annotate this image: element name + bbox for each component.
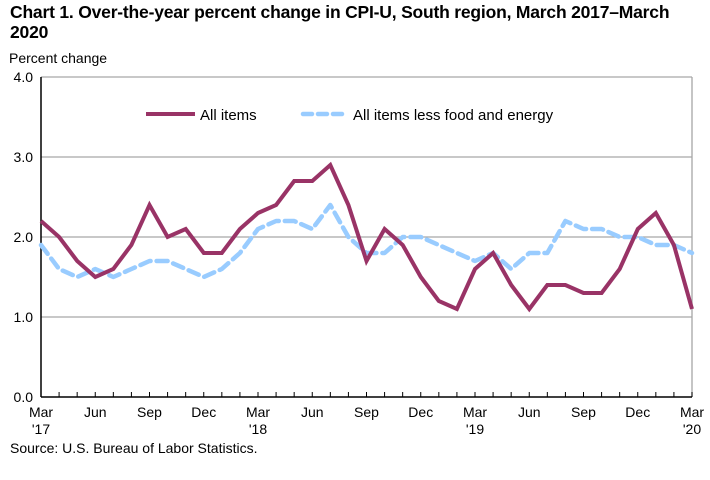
y-tick-label: 1.0	[14, 309, 34, 325]
x-tick-label-year: '20	[683, 421, 701, 437]
x-tick-label-month: Dec	[408, 404, 433, 420]
x-tick-label-year: '17	[32, 421, 50, 437]
x-tick-label-year: '18	[249, 421, 267, 437]
x-tick-label-month: Dec	[191, 404, 216, 420]
series-line-all-items	[39, 161, 694, 313]
x-tick-label-month: Sep	[137, 404, 162, 420]
legend: All items All items less food and energy	[146, 107, 554, 124]
x-tick-label-month: Sep	[354, 404, 379, 420]
legend-label-all-items: All items	[200, 107, 257, 124]
y-tick-label: 3.0	[14, 149, 34, 165]
legend-label-core: All items less food and energy	[353, 107, 554, 124]
y-tick-label: 2.0	[14, 229, 34, 245]
x-tick-label-month: Sep	[571, 404, 596, 420]
source-note: Source: U.S. Bureau of Labor Statistics.	[10, 440, 258, 456]
x-tick-label-year: '19	[466, 421, 484, 437]
y-axis-ticks: 0.0 1.0 2.0 3.0 4.0	[14, 69, 34, 405]
x-tick-label-month: Jun	[84, 404, 107, 420]
y-tick-label: 4.0	[14, 69, 34, 85]
series-layer	[38, 161, 695, 313]
series-line-core	[38, 202, 695, 280]
gridlines	[41, 76, 692, 318]
x-tick-label-month: Jun	[518, 404, 541, 420]
x-tick-label-month: Mar	[463, 404, 487, 420]
y-tick-label: 0.0	[14, 389, 34, 405]
x-tick-label-month: Mar	[29, 404, 53, 420]
x-tick-label-month: Mar	[680, 404, 704, 420]
x-tick-label-month: Mar	[246, 404, 270, 420]
chart-title: Chart 1. Over-the-year percent change in…	[10, 2, 670, 42]
x-tick-label-month: Dec	[625, 404, 650, 420]
y-axis-label: Percent change	[9, 50, 108, 66]
x-tick-label-month: Jun	[301, 404, 324, 420]
